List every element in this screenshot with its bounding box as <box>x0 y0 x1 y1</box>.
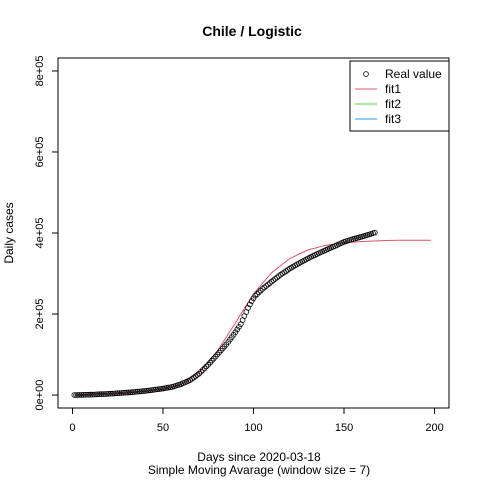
y-tick-label: 6e+05 <box>34 137 46 168</box>
x-axis-title: Days since 2020-03-18 <box>197 450 321 464</box>
x-axis-subtitle: Simple Moving Avarage (window size = 7) <box>148 463 370 477</box>
legend-label: fit3 <box>385 112 401 126</box>
legend-label: fit1 <box>385 82 401 96</box>
y-tick-label: 4e+05 <box>34 218 46 249</box>
legend-label: Real value <box>385 67 442 81</box>
legend-label: fit2 <box>385 97 401 111</box>
x-tick-label: 0 <box>69 422 75 434</box>
y-tick-label: 2e+05 <box>34 299 46 330</box>
y-axis-title: Daily cases <box>2 202 16 263</box>
x-tick-label: 50 <box>157 422 169 434</box>
x-tick-label: 100 <box>244 422 262 434</box>
y-tick-label: 8e+05 <box>34 56 46 87</box>
y-tick-label: 0e+00 <box>34 380 46 411</box>
x-tick-label: 150 <box>335 422 353 434</box>
x-tick-label: 200 <box>425 422 443 434</box>
chart-title: Chile / Logistic <box>202 23 302 39</box>
